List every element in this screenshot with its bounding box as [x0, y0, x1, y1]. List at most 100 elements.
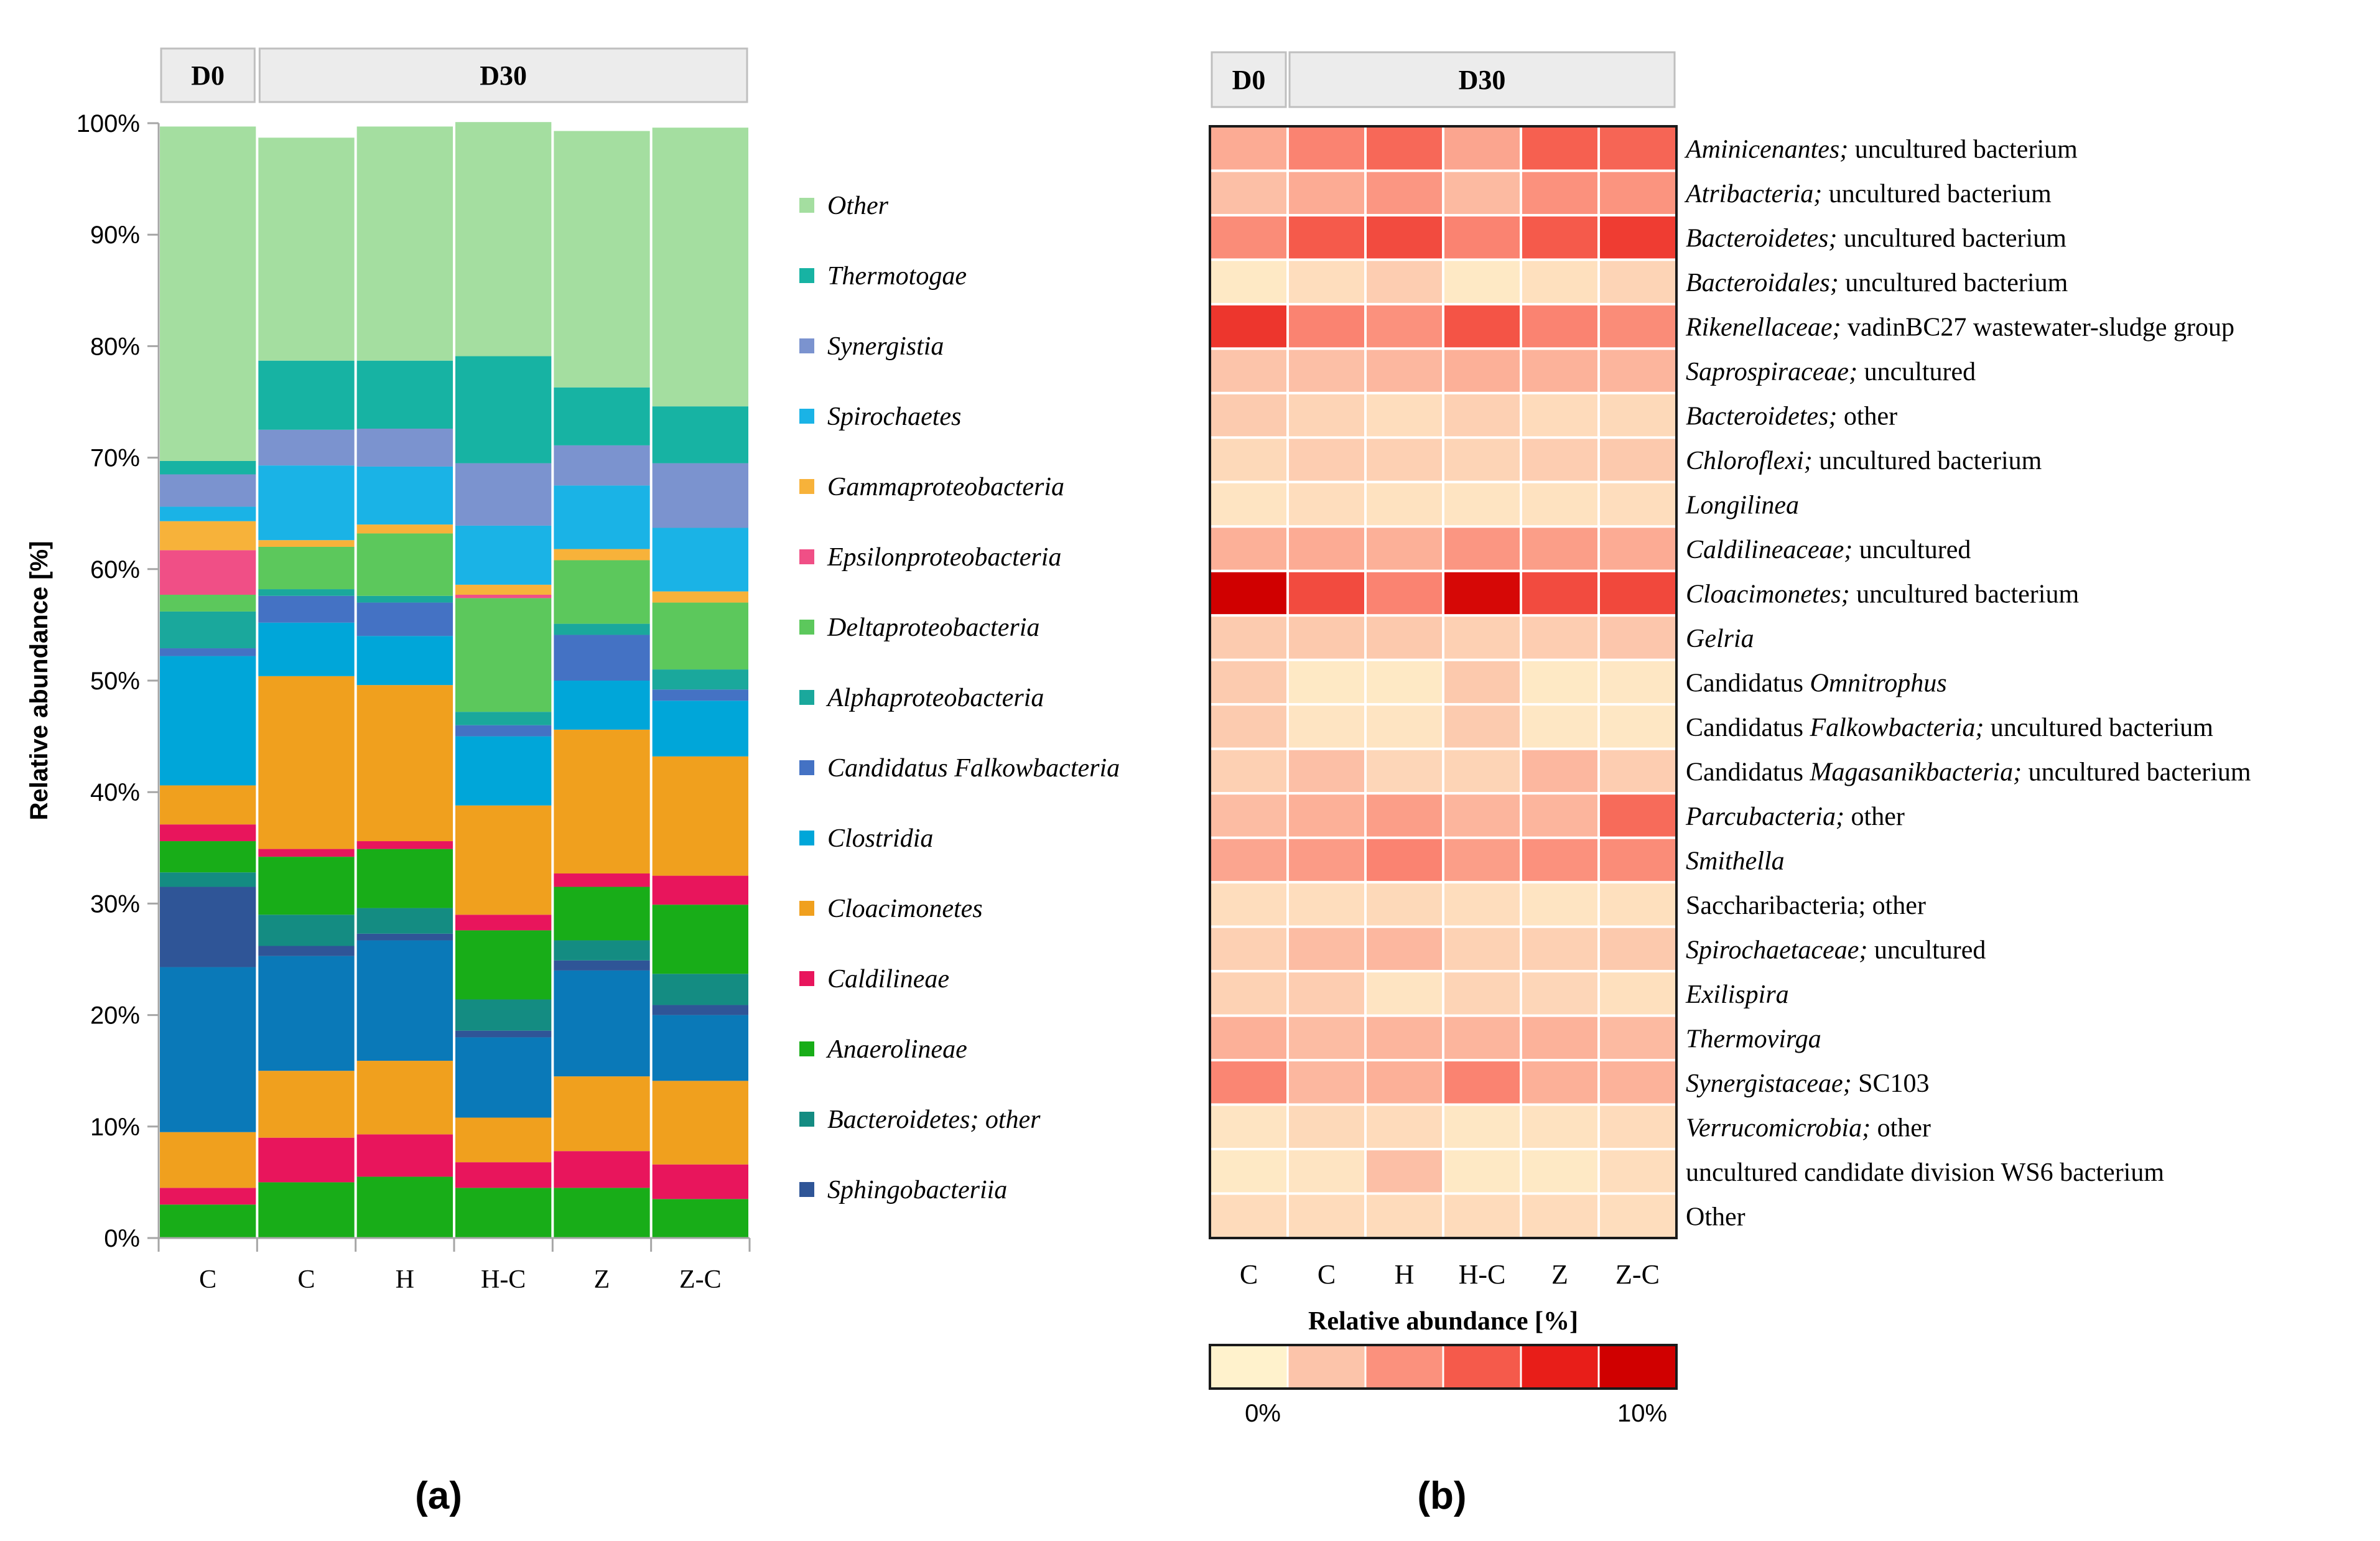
y-tick-label: 10% [90, 1114, 140, 1141]
heatmap-cell [1286, 925, 1367, 973]
bar-segment [258, 915, 355, 946]
heatmap-cell [1597, 658, 1678, 706]
bar-segment [160, 824, 256, 842]
heatmap-cell [1520, 391, 1600, 439]
bar-segment [455, 725, 552, 737]
x-tick-label: C [297, 1265, 315, 1294]
row-label-italic: Bacteroidales; [1686, 269, 1839, 297]
bar-segment [258, 540, 355, 547]
heatmap-cell [1520, 836, 1600, 884]
bar-segment [258, 589, 355, 596]
heatmap-cell [1364, 792, 1444, 839]
heatmap-cell [1597, 1059, 1678, 1106]
bar-segment [160, 872, 256, 887]
bar-segment [160, 841, 256, 873]
x-tick-label: H [396, 1265, 414, 1294]
y-tick-label: 70% [90, 445, 140, 472]
color-scale-step [1209, 1344, 1289, 1390]
bar-segment [160, 506, 256, 521]
legend-label: Bacteroidetes; other [827, 1106, 1041, 1134]
heatmap-column-label: C [1318, 1259, 1336, 1290]
bar-segment [652, 128, 748, 407]
row-label-italic: Omnitrophus [1810, 669, 1946, 698]
legend-label-text: Spirochaetes [827, 403, 961, 431]
heatmap-cell [1520, 525, 1600, 572]
heatmap-cell [1520, 125, 1600, 172]
bar-segment [455, 356, 552, 463]
heatmap-cell [1520, 1148, 1600, 1195]
x-tick-label: C [199, 1265, 216, 1294]
bar-segment [160, 611, 256, 649]
heatmap-cell [1520, 614, 1600, 661]
heatmap-cell [1364, 747, 1444, 795]
legend-swatch [799, 690, 814, 705]
heatmap-cell [1442, 436, 1522, 483]
heatmap-cell [1286, 614, 1367, 661]
heatmap-cell [1209, 1192, 1289, 1240]
heatmap-cell [1442, 614, 1522, 661]
bar-segment [554, 485, 650, 549]
heatmap-row-label: Smithella [1686, 847, 1785, 875]
heatmap-cell [1286, 1192, 1367, 1240]
heatmap-cell [1442, 125, 1522, 172]
bar-segment [356, 933, 453, 941]
bar-segment [160, 474, 256, 507]
heatmap-cell [1209, 525, 1289, 572]
bar-segment [356, 940, 453, 1061]
heatmap-cell [1209, 213, 1289, 261]
bar-segment [652, 689, 748, 701]
heatmap-cell [1597, 703, 1678, 750]
heatmap-cell [1286, 881, 1367, 928]
bar-segment [258, 137, 355, 361]
heatmap-cell [1597, 1103, 1678, 1151]
bar-segment [455, 122, 552, 356]
bar-segment [356, 841, 453, 849]
bar-segment [554, 623, 650, 635]
heatmap-row-label: Parcubacteria; other [1685, 803, 1905, 831]
bar-segment [652, 875, 748, 905]
bar-segment [258, 622, 355, 676]
row-label-prefix: Candidatus [1686, 714, 1810, 742]
legend-label-text: Anaerolineae [825, 1035, 967, 1064]
heatmap-cell [1209, 347, 1289, 394]
heatmap-cell [1364, 436, 1444, 483]
legend-label-text: Epsilonproteobacteria [827, 543, 1061, 572]
legend-label-text: Sphingobacteriia [827, 1176, 1007, 1204]
row-label-italic: Saprospiraceae; [1686, 358, 1857, 386]
heatmap-cell [1442, 970, 1522, 1017]
heatmap-cell [1209, 391, 1289, 439]
heatmap-cell [1364, 614, 1444, 661]
heatmap-cell [1442, 925, 1522, 973]
heatmap-cell [1442, 1014, 1522, 1062]
color-scale-max-label: 10% [1617, 1400, 1667, 1427]
heatmap-cell [1520, 881, 1600, 928]
heatmap-column-label: C [1240, 1259, 1258, 1290]
legend-label-text: Other [827, 192, 889, 220]
bar-segment [258, 1182, 355, 1238]
row-label-italic: Atribacteria; [1684, 180, 1822, 208]
legend-label: Deltaproteobacteria [827, 613, 1039, 642]
bar-segment [356, 849, 453, 908]
bar-segment [455, 595, 552, 598]
heatmap-cell [1364, 169, 1444, 216]
heatmap-row-label: Gelria [1686, 625, 1754, 653]
y-tick-label: 50% [90, 668, 140, 695]
heatmap-cell [1520, 569, 1600, 617]
heatmap-cell [1209, 925, 1289, 973]
heatmap-cell [1520, 792, 1600, 839]
heatmap-cell [1364, 1059, 1444, 1106]
heatmap-cell [1286, 1059, 1367, 1106]
heatmap-cell [1286, 480, 1367, 528]
bar-segment [652, 1005, 748, 1015]
heatmap-row-label: Bacteroidetes; uncultured bacterium [1686, 225, 2066, 253]
row-label-rest: other [1844, 803, 1905, 831]
heatmap-cell [1442, 391, 1522, 439]
row-label-italic: Bacteroidetes; [1686, 403, 1837, 431]
heatmap-row-label: Saccharibacteria; other [1686, 892, 1926, 920]
legend-swatch [799, 268, 814, 283]
row-label-rest: uncultured bacterium [1984, 714, 2213, 742]
bar-segment [455, 712, 552, 725]
row-label-italic: Gelria [1686, 625, 1754, 653]
bar-segment [356, 360, 453, 429]
